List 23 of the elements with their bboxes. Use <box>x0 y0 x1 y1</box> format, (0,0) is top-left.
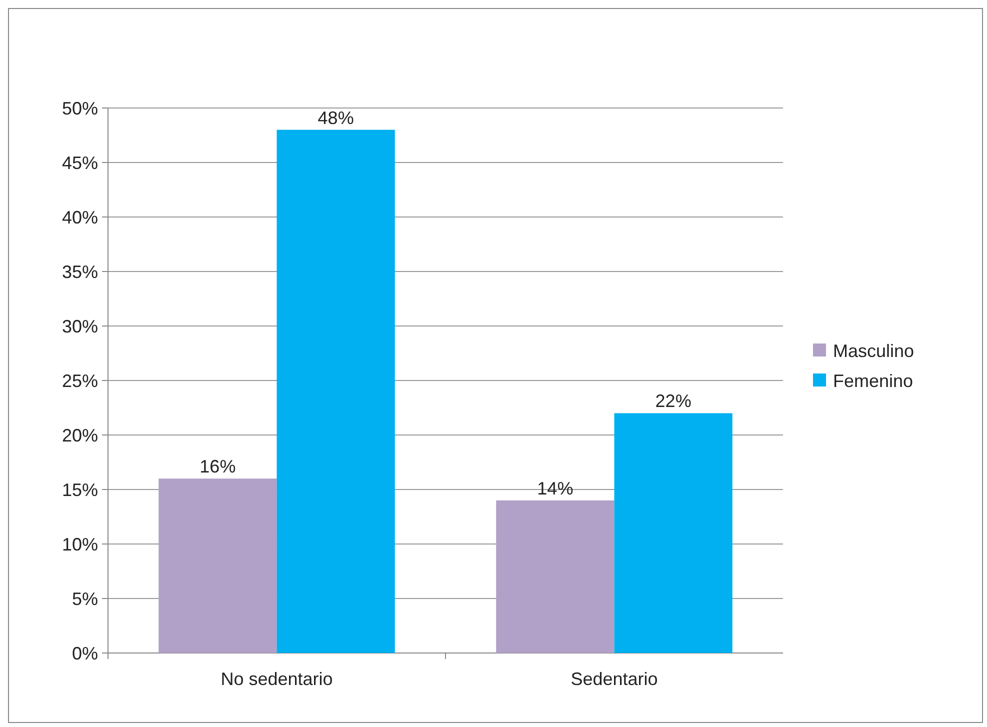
y-tick-label: 0% <box>72 643 98 664</box>
y-tick-label: 10% <box>62 534 98 554</box>
bar <box>614 413 732 653</box>
y-tick-label: 40% <box>62 207 98 228</box>
data-label: 14% <box>537 478 574 498</box>
y-tick-label: 30% <box>62 316 98 336</box>
bar <box>158 478 277 653</box>
bar <box>496 500 614 653</box>
x-tick-label: Sedentario <box>570 669 658 689</box>
y-tick-label: 20% <box>62 425 98 446</box>
y-tick-label: 45% <box>62 152 98 173</box>
data-label: 16% <box>200 456 236 477</box>
x-tick-label: No sedentario <box>220 669 333 689</box>
bar <box>276 130 395 653</box>
legend-label: Femenino <box>833 370 914 391</box>
y-tick-label: 5% <box>72 588 98 609</box>
y-tick-label: 35% <box>62 262 98 282</box>
y-tick-label: 25% <box>62 370 98 391</box>
y-tick-label: 50% <box>62 98 98 118</box>
data-label: 48% <box>318 108 354 128</box>
data-label: 22% <box>655 391 692 412</box>
legend-label: Masculino <box>833 340 914 361</box>
y-tick-label: 15% <box>62 480 98 500</box>
